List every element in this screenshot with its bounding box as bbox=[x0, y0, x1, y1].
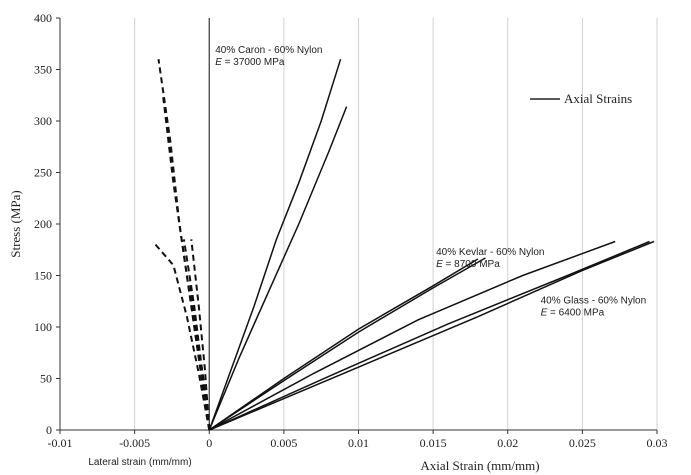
annotation-material: 40% Kevlar - 60% Nylon bbox=[436, 247, 544, 258]
y-tick-label: 300 bbox=[34, 114, 52, 128]
y-tick-label: 0 bbox=[46, 423, 52, 437]
axial-strain-line bbox=[209, 240, 655, 431]
annotation-material: 40% Caron - 60% Nylon bbox=[215, 45, 322, 56]
y-tick-label: 250 bbox=[34, 166, 52, 180]
annotation-modulus: E = 37000 MPa bbox=[215, 57, 285, 68]
x-tick-label: -0.01 bbox=[48, 436, 73, 450]
x-axis-label: Axial Strain (mm/mm) bbox=[420, 458, 539, 473]
x-tick-label: 0.01 bbox=[348, 436, 369, 450]
axial-strain-line bbox=[208, 240, 616, 431]
y-tick-label: 350 bbox=[34, 63, 52, 77]
x-tick-label: 0.025 bbox=[569, 436, 596, 450]
x-tick-label: 0.03 bbox=[647, 436, 668, 450]
axial-strain-line bbox=[208, 58, 342, 431]
annotation-modulus: E = 6400 MPa bbox=[541, 307, 605, 318]
x-tick-label: 0.02 bbox=[497, 436, 518, 450]
lateral-strain-line bbox=[157, 59, 211, 431]
y-tick-label: 150 bbox=[34, 269, 52, 283]
modulus-symbol: E bbox=[541, 307, 548, 318]
grid-lines bbox=[59, 18, 658, 430]
lateral-strain-line bbox=[188, 280, 211, 431]
modulus-value: = 6400 MPa bbox=[547, 307, 604, 318]
lateral-strain-line bbox=[162, 95, 211, 431]
annotation-modulus: E = 8700 MPa bbox=[436, 259, 500, 270]
axes bbox=[56, 17, 658, 434]
x-tick-label: 0.015 bbox=[420, 436, 447, 450]
axial-strain-line bbox=[208, 257, 486, 431]
lateral-strain-line bbox=[190, 239, 211, 431]
y-axis-label: Stress (MPa) bbox=[8, 190, 23, 258]
axial-strain-line bbox=[208, 258, 479, 431]
legend-label: Axial Strains bbox=[564, 91, 632, 106]
axial-strain-line bbox=[208, 240, 650, 431]
lateral-strain-line bbox=[182, 239, 211, 431]
y-tick-label: 200 bbox=[34, 217, 52, 231]
x-tick-label: -0.005 bbox=[119, 436, 150, 450]
lateral-strain-line bbox=[154, 243, 211, 431]
data-series bbox=[154, 58, 655, 431]
axial-strain-line bbox=[208, 106, 348, 431]
tick-labels: 0 50 100 150 200 250 300 350 400 -0.01 -0.005 0 0.00… bbox=[34, 11, 668, 450]
modulus-value: = 37000 MPa bbox=[222, 57, 285, 68]
modulus-symbol: E bbox=[436, 259, 443, 270]
lateral-strain-label: Lateral strain (mm/mm) bbox=[88, 457, 191, 468]
y-tick-label: 50 bbox=[40, 372, 52, 386]
modulus-value: = 8700 MPa bbox=[443, 259, 500, 270]
y-tick-label: 400 bbox=[34, 11, 52, 25]
legend: Axial Strains bbox=[530, 91, 632, 106]
x-tick-label: 0 bbox=[206, 436, 212, 450]
x-tick-label: 0.005 bbox=[270, 436, 297, 450]
annotation-material: 40% Glass - 60% Nylon bbox=[541, 295, 647, 306]
y-tick-label: 100 bbox=[34, 320, 52, 334]
modulus-symbol: E bbox=[215, 57, 222, 68]
